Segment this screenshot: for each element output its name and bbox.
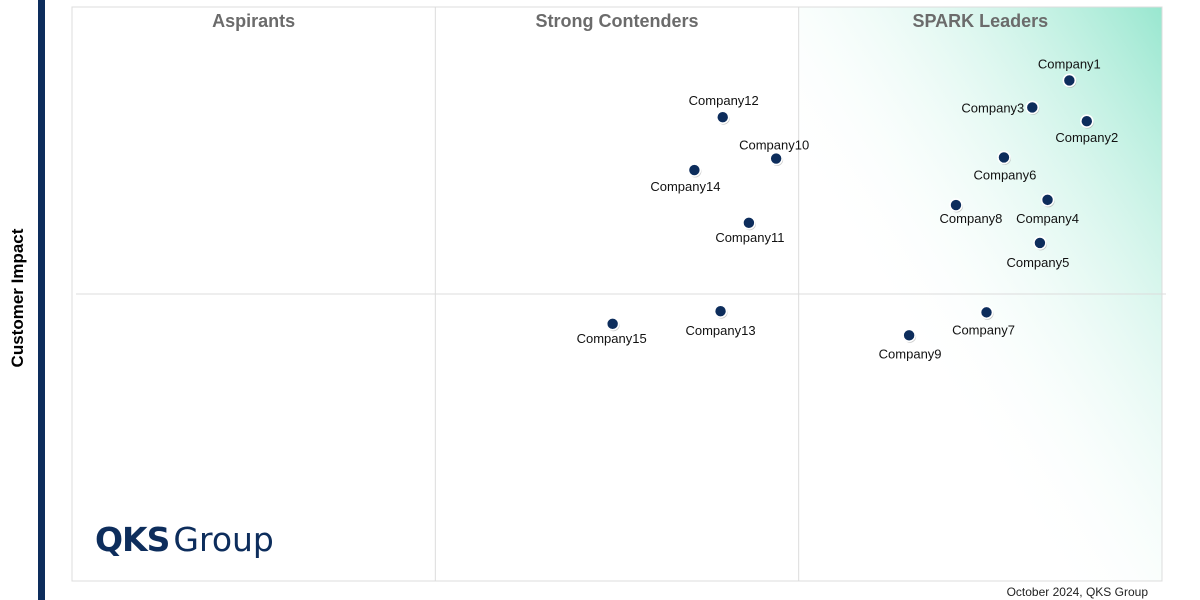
quadrant-title: Aspirants bbox=[212, 11, 295, 31]
point-marker bbox=[713, 304, 728, 319]
point-marker bbox=[715, 110, 730, 125]
data-point: Company3 bbox=[961, 100, 1040, 115]
data-point: Company13 bbox=[685, 304, 756, 338]
data-point: Company2 bbox=[1055, 114, 1118, 145]
data-point: Company12 bbox=[689, 93, 759, 125]
data-point: Company7 bbox=[952, 305, 1015, 337]
point-label: Company6 bbox=[974, 167, 1037, 182]
data-point: Company1 bbox=[1038, 56, 1101, 88]
point-marker bbox=[979, 305, 994, 320]
logo-wordmark-light: Group bbox=[173, 520, 274, 559]
quadrant-title: SPARK Leaders bbox=[912, 11, 1048, 31]
data-point: Company5 bbox=[1006, 236, 1069, 270]
point-marker bbox=[687, 163, 702, 177]
point-label: Company15 bbox=[577, 331, 647, 346]
point-label: Company5 bbox=[1006, 255, 1069, 270]
point-marker bbox=[1040, 193, 1055, 207]
point-marker bbox=[1062, 73, 1077, 88]
point-marker bbox=[1079, 114, 1094, 129]
data-point: Company8 bbox=[940, 198, 1003, 226]
point-label: Company11 bbox=[715, 230, 784, 245]
point-label: Company14 bbox=[650, 179, 720, 194]
left-accent-rule bbox=[38, 0, 45, 600]
point-label: Company12 bbox=[689, 93, 759, 108]
point-marker bbox=[769, 151, 783, 166]
point-marker bbox=[742, 216, 756, 230]
point-marker bbox=[1033, 236, 1047, 250]
point-label: Company7 bbox=[952, 322, 1015, 337]
point-label: Company4 bbox=[1016, 211, 1079, 226]
data-point: Company4 bbox=[1016, 193, 1079, 226]
point-marker bbox=[997, 150, 1011, 165]
point-marker bbox=[1025, 100, 1040, 115]
point-label: Company9 bbox=[879, 346, 942, 361]
data-point: Company15 bbox=[577, 317, 647, 346]
footer-note: October 2024, QKS Group bbox=[1006, 585, 1148, 599]
data-point: Company6 bbox=[974, 150, 1037, 182]
point-label: Company1 bbox=[1038, 56, 1101, 71]
point-label: Company2 bbox=[1055, 130, 1118, 145]
point-label: Company8 bbox=[940, 211, 1003, 226]
data-point: Company10 bbox=[739, 138, 809, 166]
point-marker bbox=[605, 317, 620, 331]
data-point: Company14 bbox=[650, 163, 720, 194]
data-point: Company9 bbox=[879, 328, 942, 361]
point-label: Company10 bbox=[739, 138, 809, 153]
point-marker bbox=[949, 198, 963, 212]
quadrant-title: Strong Contenders bbox=[535, 11, 698, 31]
point-label: Company3 bbox=[961, 100, 1024, 115]
data-point: Company11 bbox=[715, 216, 784, 245]
point-marker bbox=[902, 328, 916, 343]
logo-wordmark-bold: QKS bbox=[95, 520, 170, 559]
qks-group-logo: QKS Group bbox=[95, 523, 274, 556]
point-label: Company13 bbox=[685, 323, 755, 338]
